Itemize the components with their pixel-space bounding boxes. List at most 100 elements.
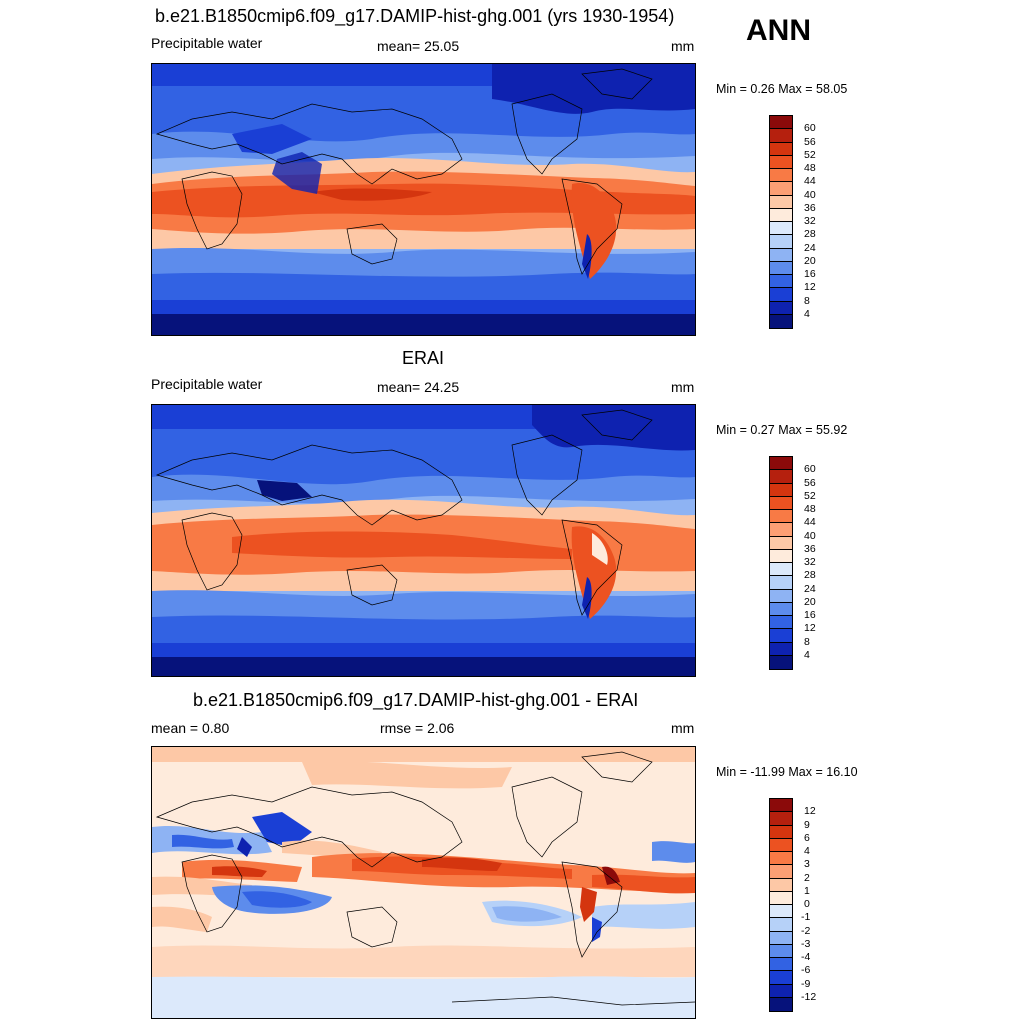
- panel2-title: ERAI: [402, 348, 445, 368]
- colorbar-swatch: [770, 549, 792, 563]
- panel3-rmse-label: rmse = 2.06: [380, 720, 455, 736]
- panel1-colorbar: [769, 115, 793, 329]
- colorbar-swatch: [770, 825, 792, 839]
- colorbar-swatch: [770, 944, 792, 958]
- colorbar-tick-label: 8: [804, 294, 810, 307]
- colorbar-tick-label: 3: [804, 858, 810, 871]
- colorbar-swatch: [770, 812, 792, 826]
- colorbar-tick-label: 40: [804, 529, 816, 542]
- colorbar-tick-label: 36: [804, 542, 816, 555]
- colorbar-tick-label: 32: [804, 556, 816, 568]
- panel1-minmax: Min = 0.26 Max = 58.05: [716, 82, 848, 96]
- panel2-map: [151, 404, 696, 677]
- colorbar-tick-label: -9: [801, 977, 811, 990]
- colorbar-tick-label: 56: [804, 135, 816, 148]
- panel3-title: b.e21.B1850cmip6.f09_g17.DAMIP-hist-ghg.…: [193, 690, 639, 710]
- colorbar-tick-label: 52: [804, 489, 816, 502]
- colorbar-swatch: [770, 301, 792, 315]
- colorbar-tick-label: 28: [804, 228, 816, 241]
- colorbar-swatch: [770, 129, 792, 143]
- panel1-title: b.e21.B1850cmip6.f09_g17.DAMIP-hist-ghg.…: [155, 6, 675, 26]
- colorbar-swatch: [770, 288, 792, 302]
- panel1-colorbar-swatches: [770, 116, 792, 328]
- colorbar-tick-label: 48: [804, 503, 816, 515]
- colorbar-tick-label: -4: [801, 951, 811, 963]
- colorbar-tick-label: 16: [804, 609, 816, 621]
- colorbar-swatch: [770, 905, 792, 919]
- panel3-colorbar: [769, 798, 793, 1012]
- colorbar-swatch: [770, 984, 792, 998]
- colorbar-swatch: [770, 931, 792, 945]
- colorbar-tick-label: 20: [804, 595, 816, 608]
- colorbar-swatch: [770, 261, 792, 275]
- colorbar-swatch: [770, 496, 792, 510]
- panel2-units: mm: [671, 379, 695, 395]
- colorbar-tick-label: 16: [804, 268, 816, 280]
- panel2-minmax: Min = 0.27 Max = 55.92: [716, 423, 848, 437]
- colorbar-swatch: [770, 958, 792, 972]
- colorbar-tick-label: 24: [804, 582, 816, 595]
- colorbar-tick-label: 2: [804, 871, 810, 884]
- colorbar-tick-label: 60: [804, 122, 816, 135]
- colorbar-swatch: [770, 799, 792, 813]
- colorbar-tick-label: 56: [804, 476, 816, 489]
- colorbar-tick-label: 12: [804, 281, 816, 294]
- colorbar-swatch: [770, 483, 792, 497]
- colorbar-swatch: [770, 997, 792, 1011]
- colorbar-tick-label: 4: [804, 648, 810, 661]
- colorbar-swatch: [770, 629, 792, 643]
- panel2-colorbar-swatches: [770, 457, 792, 669]
- colorbar-swatch: [770, 275, 792, 289]
- panel1-map: [151, 63, 696, 336]
- colorbar-tick-label: 9: [804, 818, 810, 831]
- colorbar-tick-label: 28: [804, 569, 816, 582]
- panel3-map-field: [152, 747, 695, 1018]
- colorbar-swatch: [770, 852, 792, 866]
- panel1-map-field: [152, 64, 695, 335]
- colorbar-tick-label: 36: [804, 201, 816, 214]
- colorbar-tick-label: 1: [804, 884, 810, 897]
- colorbar-swatch: [770, 235, 792, 249]
- colorbar-tick-label: 12: [804, 622, 816, 635]
- colorbar-swatch: [770, 510, 792, 524]
- colorbar-tick-label: 4: [804, 845, 810, 857]
- colorbar-swatch: [770, 314, 792, 328]
- colorbar-swatch: [770, 918, 792, 932]
- colorbar-swatch: [770, 116, 792, 130]
- colorbar-swatch: [770, 457, 792, 471]
- colorbar-swatch: [770, 878, 792, 892]
- colorbar-swatch: [770, 838, 792, 852]
- colorbar-swatch: [770, 865, 792, 879]
- colorbar-swatch: [770, 616, 792, 630]
- colorbar-swatch: [770, 891, 792, 905]
- colorbar-tick-label: 20: [804, 254, 816, 267]
- colorbar-swatch: [770, 563, 792, 577]
- panel3-mean-label: mean = 0.80: [151, 720, 230, 736]
- colorbar-swatch: [770, 589, 792, 603]
- colorbar-swatch: [770, 142, 792, 156]
- panel2-colorbar: [769, 456, 793, 670]
- panel3-colorbar-swatches: [770, 799, 792, 1011]
- panel2-mean-label: mean= 24.25: [377, 379, 460, 395]
- colorbar-swatch: [770, 182, 792, 196]
- colorbar-tick-label: 44: [804, 516, 816, 529]
- colorbar-swatch: [770, 470, 792, 484]
- colorbar-swatch: [770, 576, 792, 590]
- colorbar-tick-label: 0: [804, 898, 810, 910]
- colorbar-tick-label: 52: [804, 148, 816, 161]
- colorbar-tick-label: -6: [801, 964, 811, 977]
- colorbar-tick-label: 12: [804, 805, 816, 818]
- colorbar-swatch: [770, 602, 792, 616]
- panel2-left-label: Precipitable water: [151, 376, 263, 392]
- colorbar-swatch: [770, 248, 792, 262]
- colorbar-tick-label: 44: [804, 175, 816, 188]
- colorbar-tick-label: 40: [804, 188, 816, 201]
- colorbar-tick-label: -3: [801, 937, 811, 950]
- colorbar-tick-label: -12: [801, 990, 817, 1003]
- colorbar-tick-label: 32: [804, 215, 816, 227]
- colorbar-swatch: [770, 971, 792, 985]
- colorbar-swatch: [770, 655, 792, 669]
- panel2-map-field: [152, 405, 695, 676]
- colorbar-swatch: [770, 169, 792, 183]
- panel1-left-label: Precipitable water: [151, 35, 263, 51]
